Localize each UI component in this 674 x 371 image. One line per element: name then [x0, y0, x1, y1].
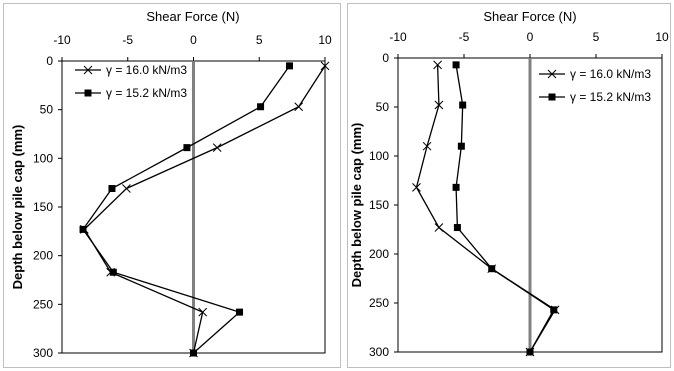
data-point-x-marker — [422, 141, 432, 151]
data-point-x-marker — [412, 183, 421, 192]
x-tick-label: 5 — [593, 30, 600, 44]
y-tick-label: 200 — [33, 249, 53, 263]
legend-label: γ = 15.2 kN/m3 — [106, 86, 187, 100]
x-marker-stroke — [198, 307, 208, 317]
data-point-x-marker — [294, 102, 304, 112]
data-point-x-marker — [198, 307, 208, 317]
y-tick-label: 300 — [369, 345, 389, 359]
y-tick-label: 250 — [33, 297, 53, 311]
y-tick-label: 100 — [369, 149, 389, 163]
chart-panel-right: -10 -5 0 5 10 0 50 100 150 200 250 300 Shear Force (… — [340, 0, 674, 371]
series-line-gamma-15-2 — [455, 64, 555, 353]
data-point-square-marker — [109, 268, 117, 276]
y-tick-label: 200 — [369, 247, 389, 261]
legend-x-marker — [83, 65, 93, 75]
data-point-square-marker — [183, 144, 191, 152]
chart-panel-left: -10 -5 0 5 10 0 50 100 150 200 250 300 Shear Force (… — [3, 3, 341, 368]
x-marker-stroke — [434, 223, 444, 232]
legend-x-marker — [547, 69, 557, 79]
y-tick-label: 0 — [46, 54, 53, 68]
data-point-square-marker — [285, 62, 293, 70]
y-tick-label: 150 — [33, 200, 53, 214]
y-tick-label: 0 — [382, 51, 389, 65]
y-tick-label: 150 — [369, 198, 389, 212]
data-point-x-marker — [433, 60, 442, 70]
data-point-square-marker — [526, 348, 534, 356]
series-line-gamma-16-0 — [83, 65, 326, 354]
x-tick-label: -10 — [53, 33, 71, 47]
data-point-x-marker — [434, 223, 444, 232]
series-line-gamma-16-0 — [415, 64, 556, 353]
x-marker-stroke — [412, 183, 421, 192]
y-tick-label: 300 — [33, 346, 53, 360]
x-marker-stroke — [434, 100, 444, 110]
data-point-x-marker — [434, 100, 444, 110]
y-tick-label: 250 — [369, 296, 389, 310]
y-tick-label: 100 — [33, 151, 53, 165]
x-marker-stroke — [320, 61, 330, 71]
y-axis-title: Depth below pile cap (mm) — [349, 123, 364, 288]
x-tick-label: -10 — [389, 30, 407, 44]
x-tick-label: 0 — [527, 30, 534, 44]
x-marker-stroke — [212, 143, 222, 152]
x-marker-stroke — [422, 141, 432, 151]
data-point-square-marker — [190, 349, 197, 357]
y-tick-label: 50 — [40, 103, 54, 117]
chart-frame — [347, 3, 671, 368]
data-point-x-marker — [212, 143, 222, 152]
x-tick-label: -5 — [459, 30, 470, 44]
series-line-gamma-15-2 — [82, 65, 291, 354]
x-tick-label: -5 — [122, 33, 133, 47]
legend-square-marker — [548, 93, 556, 101]
legend-label: γ = 16.0 kN/m3 — [106, 63, 187, 77]
legend-square-marker — [84, 89, 92, 97]
legend-label: γ = 16.0 kN/m3 — [570, 67, 651, 81]
chart-frame — [3, 3, 341, 368]
legend-label: γ = 15.2 kN/m3 — [570, 90, 651, 104]
x-marker-stroke — [294, 102, 304, 112]
data-point-square-marker — [488, 265, 496, 273]
data-point-square-marker — [452, 183, 460, 191]
data-point-square-marker — [459, 101, 467, 109]
data-point-square-marker — [457, 142, 465, 150]
data-point-square-marker — [550, 306, 558, 314]
data-point-x-marker — [122, 184, 131, 193]
data-point-square-marker — [79, 225, 87, 233]
x-marker-stroke — [122, 184, 131, 193]
y-tick-label: 50 — [376, 100, 390, 114]
x-tick-label: 10 — [655, 30, 669, 44]
x-marker-stroke — [433, 60, 442, 70]
data-point-square-marker — [453, 224, 461, 232]
data-point-square-marker — [236, 308, 244, 316]
x-tick-label: 5 — [256, 33, 263, 47]
x-axis-title: Shear Force (N) — [483, 9, 576, 24]
x-axis-title: Shear Force (N) — [146, 9, 239, 24]
data-point-square-marker — [257, 103, 265, 111]
data-point-square-marker — [452, 61, 460, 69]
data-point-square-marker — [108, 185, 116, 193]
x-tick-label: 10 — [318, 33, 332, 47]
x-tick-label: 0 — [190, 33, 197, 47]
data-point-x-marker — [320, 61, 330, 71]
y-axis-title: Depth below pile cap (mm) — [10, 125, 25, 290]
